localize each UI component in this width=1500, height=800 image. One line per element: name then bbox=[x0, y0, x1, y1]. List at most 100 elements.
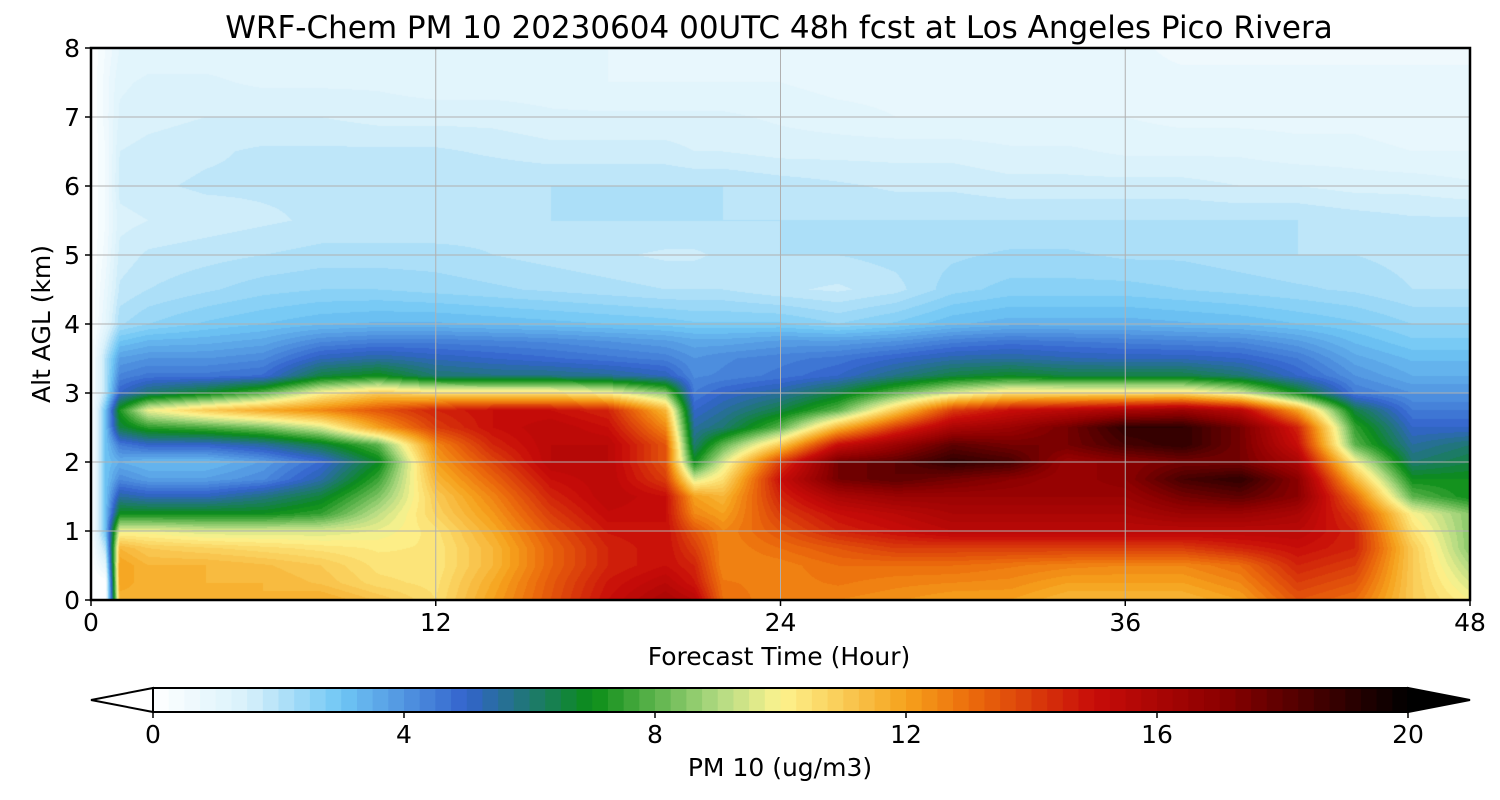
colorbar-bin bbox=[1282, 688, 1299, 712]
y-tick-label: 8 bbox=[64, 34, 80, 63]
colorbar-bin bbox=[1172, 688, 1189, 712]
colorbar-extend-high bbox=[1407, 686, 1471, 714]
colorbar-bin bbox=[184, 688, 201, 712]
colorbar-bin bbox=[1251, 688, 1268, 712]
colorbar-bin bbox=[153, 688, 170, 712]
colorbar-bin bbox=[670, 688, 687, 712]
colorbar-bin bbox=[733, 688, 750, 712]
y-axis: 0 1 2 3 4 5 6 7 8 bbox=[64, 34, 91, 615]
colorbar-bin bbox=[482, 688, 499, 712]
colorbar-bin bbox=[1266, 688, 1284, 712]
colorbar-bin bbox=[1204, 688, 1221, 712]
y-tick-label: 7 bbox=[64, 103, 80, 132]
colorbar-bin bbox=[1047, 688, 1064, 712]
colorbar-bin bbox=[372, 688, 389, 712]
colorbar-bin bbox=[890, 688, 907, 712]
colorbar-bins bbox=[153, 688, 1409, 712]
colorbar-bin bbox=[764, 688, 782, 712]
colorbar-bin bbox=[1094, 688, 1111, 712]
colorbar-bin bbox=[356, 688, 374, 712]
colorbar-bin bbox=[906, 688, 923, 712]
colorbar-bin bbox=[1125, 688, 1142, 712]
colorbar-bin bbox=[1235, 688, 1252, 712]
colorbar-bin bbox=[780, 688, 797, 712]
colorbar-bin bbox=[717, 688, 735, 712]
colorbar-bin bbox=[1109, 688, 1127, 712]
colorbar-extend-low bbox=[90, 686, 154, 714]
colorbar-ticks: 0 4 8 12 16 20 bbox=[145, 712, 1424, 749]
colorbar-bin bbox=[921, 688, 938, 712]
colorbar-tick-label: 16 bbox=[1141, 720, 1173, 749]
colorbar-bin bbox=[1031, 688, 1048, 712]
colorbar-bin bbox=[419, 688, 436, 712]
colorbar-bin bbox=[874, 688, 891, 712]
colorbar-bin bbox=[843, 688, 860, 712]
y-tick-label: 2 bbox=[64, 448, 80, 477]
colorbar-bin bbox=[749, 688, 766, 712]
colorbar-bin bbox=[1345, 688, 1362, 712]
colorbar-bin bbox=[968, 688, 986, 712]
colorbar-bin bbox=[576, 688, 593, 712]
x-tick-label: 12 bbox=[420, 608, 452, 637]
chart-title: WRF-Chem PM 10 20230604 00UTC 48h fcst a… bbox=[225, 10, 1332, 46]
colorbar-bin bbox=[498, 688, 515, 712]
colorbar-bin bbox=[1376, 688, 1393, 712]
colorbar-bin bbox=[168, 688, 185, 712]
colorbar-bin bbox=[513, 688, 531, 712]
colorbar-bin bbox=[451, 688, 468, 712]
y-tick-label: 1 bbox=[64, 517, 80, 546]
colorbar-bin bbox=[294, 688, 311, 712]
plot-area bbox=[89, 46, 1472, 602]
x-axis: 0 12 24 36 48 bbox=[83, 600, 1486, 637]
colorbar-bin bbox=[247, 688, 264, 712]
colorbar-bin bbox=[262, 688, 280, 712]
colorbar-bin bbox=[827, 688, 844, 712]
colorbar-bin bbox=[1000, 688, 1017, 712]
colorbar-bin bbox=[686, 688, 703, 712]
y-tick-label: 0 bbox=[64, 586, 80, 615]
colorbar-bin bbox=[639, 688, 656, 712]
colorbar-bin bbox=[1157, 688, 1174, 712]
colorbar-bin bbox=[937, 688, 954, 712]
colorbar-bin bbox=[1219, 688, 1237, 712]
colorbar-label: PM 10 (ug/m3) bbox=[688, 753, 872, 782]
colorbar-bin bbox=[796, 688, 813, 712]
colorbar-bin bbox=[309, 688, 327, 712]
x-tick-label: 24 bbox=[765, 608, 797, 637]
colorbar-bin bbox=[623, 688, 640, 712]
colorbar-bin bbox=[278, 688, 295, 712]
x-tick-label: 48 bbox=[1454, 608, 1486, 637]
colorbar-bin bbox=[388, 688, 405, 712]
x-tick-label: 0 bbox=[83, 608, 99, 637]
y-tick-label: 5 bbox=[64, 241, 80, 270]
colorbar-bin bbox=[200, 688, 217, 712]
colorbar-tick-label: 8 bbox=[647, 720, 663, 749]
y-tick-label: 4 bbox=[64, 310, 80, 339]
x-tick-label: 36 bbox=[1109, 608, 1141, 637]
colorbar-bin bbox=[607, 688, 625, 712]
colorbar-bin bbox=[1329, 688, 1346, 712]
colorbar: 0 4 8 12 16 20 PM 10 (ug/m3) bbox=[90, 686, 1471, 782]
colorbar-tick-label: 0 bbox=[145, 720, 161, 749]
colorbar-bin bbox=[953, 688, 970, 712]
colorbar-bin bbox=[1015, 688, 1033, 712]
y-tick-label: 6 bbox=[64, 172, 80, 201]
colorbar-bin bbox=[404, 688, 421, 712]
colorbar-bin bbox=[466, 688, 484, 712]
colorbar-tick-label: 12 bbox=[890, 720, 922, 749]
colorbar-bin bbox=[545, 688, 562, 712]
colorbar-bin bbox=[702, 688, 719, 712]
colorbar-bin bbox=[435, 688, 452, 712]
colorbar-bin bbox=[984, 688, 1001, 712]
colorbar-bin bbox=[655, 688, 672, 712]
colorbar-bin bbox=[811, 688, 829, 712]
colorbar-tick-label: 20 bbox=[1392, 720, 1424, 749]
colorbar-bin bbox=[341, 688, 358, 712]
colorbar-bin bbox=[560, 688, 578, 712]
colorbar-bin bbox=[1062, 688, 1080, 712]
colorbar-bin bbox=[1141, 688, 1158, 712]
colorbar-bin bbox=[1298, 688, 1315, 712]
colorbar-bin bbox=[325, 688, 342, 712]
y-axis-label: Alt AGL (km) bbox=[27, 245, 56, 403]
